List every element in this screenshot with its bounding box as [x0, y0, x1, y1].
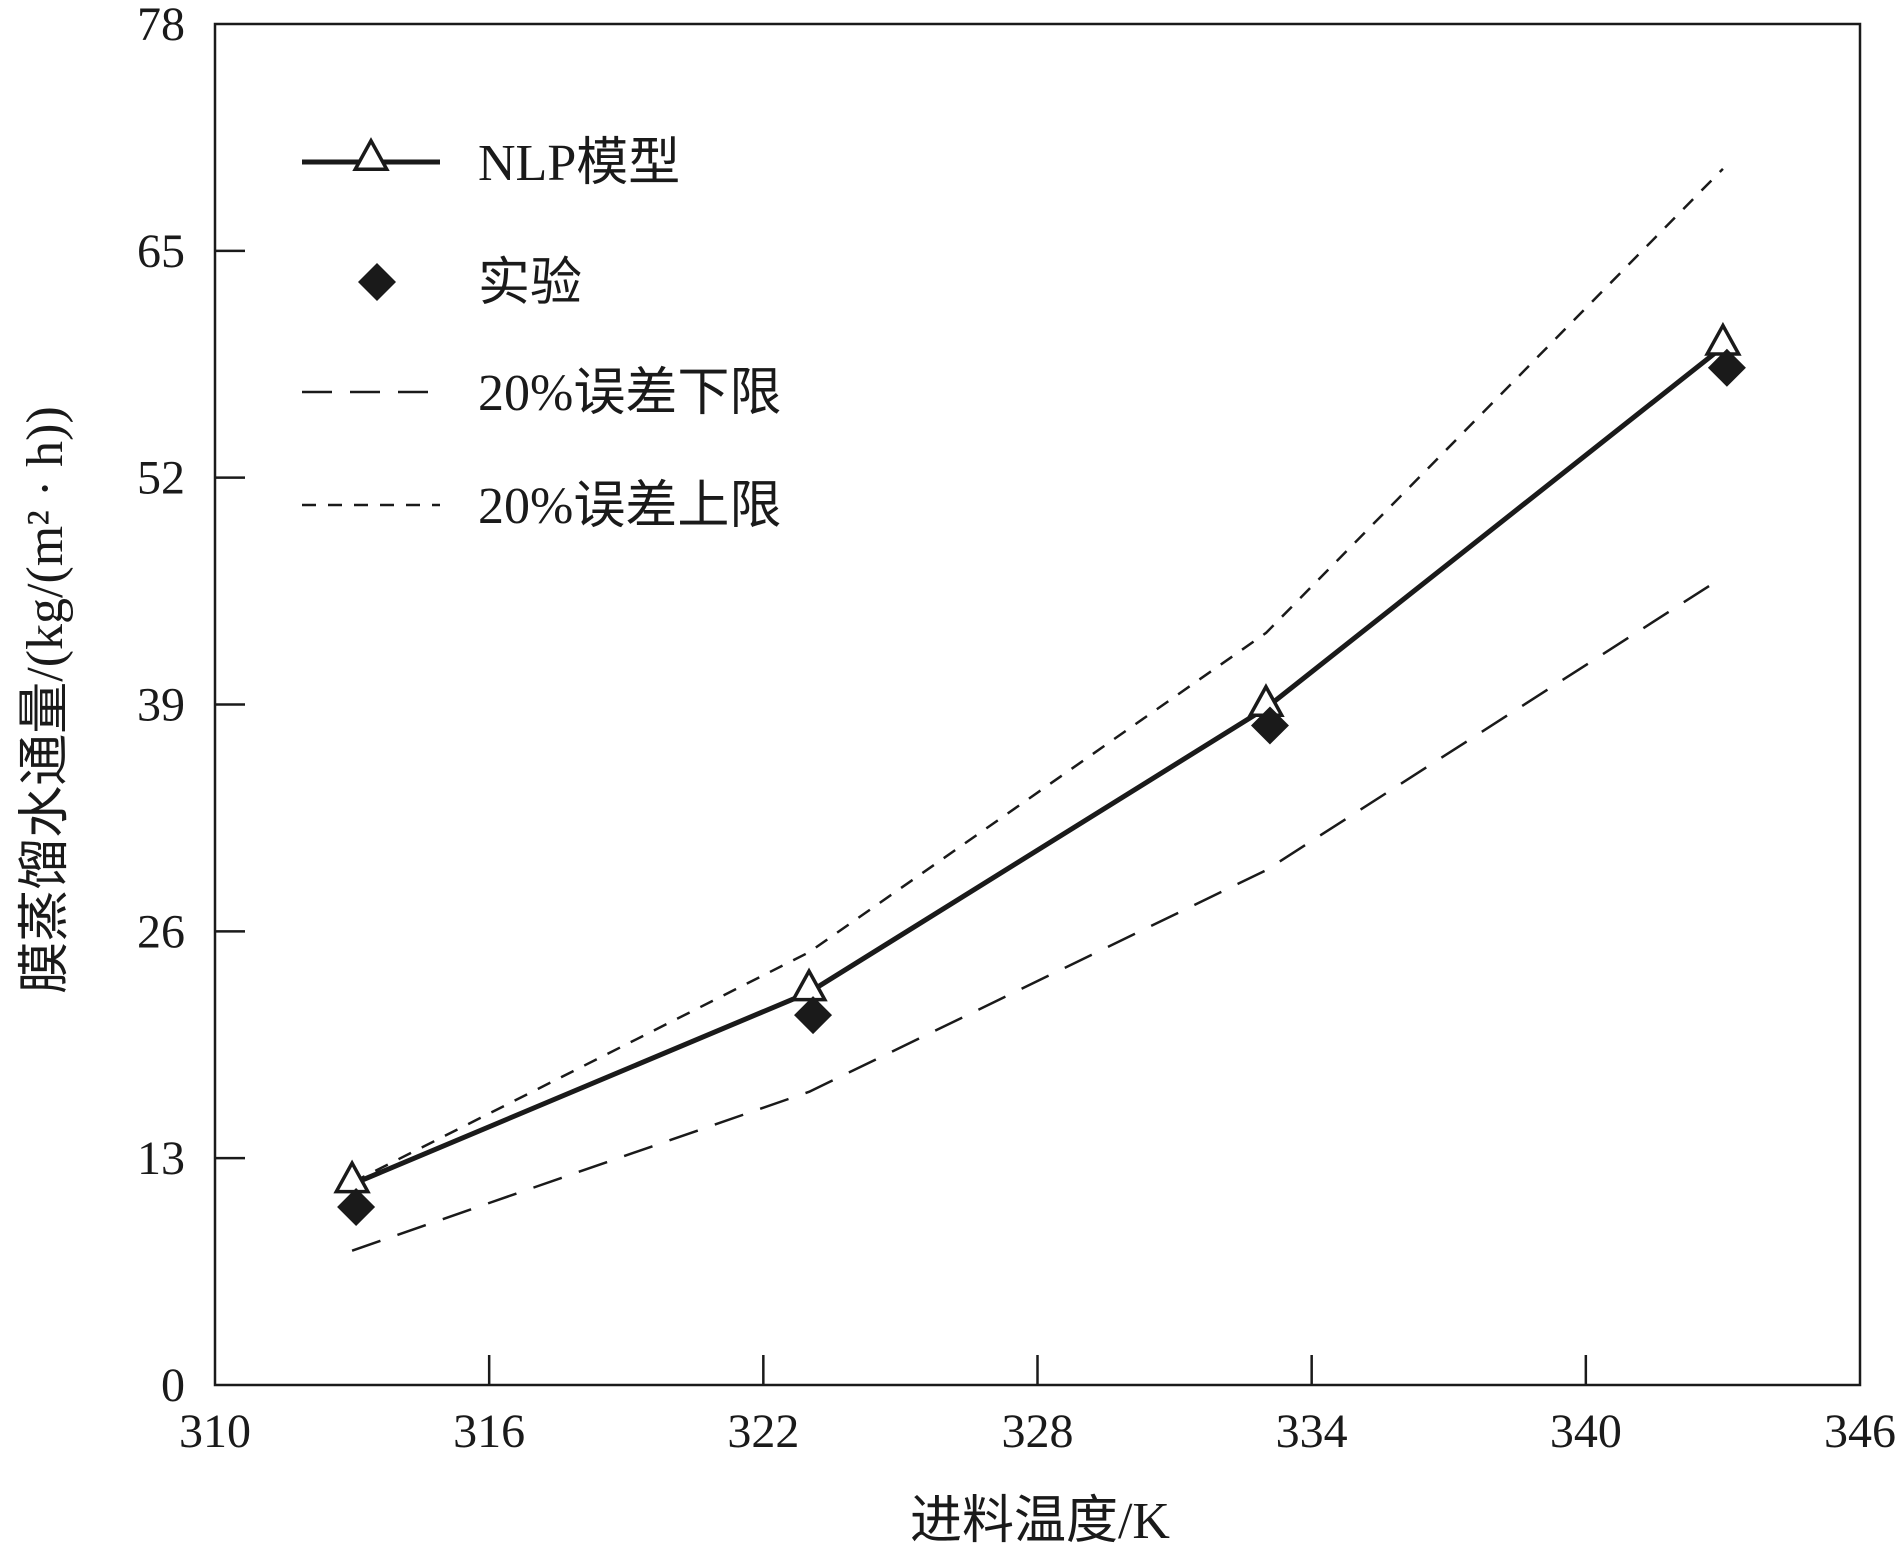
series-line-0 — [351, 344, 1725, 1187]
triangle-marker — [1704, 321, 1742, 356]
series-1 — [337, 348, 1746, 1227]
x-tick-label: 328 — [1002, 1405, 1074, 1458]
legend-diamond-marker — [358, 263, 396, 301]
legend-item-0: NLP模型 — [302, 135, 680, 192]
legend-label: NLP模型 — [478, 135, 680, 192]
legend-item-3: 20%误差上限 — [302, 478, 781, 535]
x-tick-label: 316 — [453, 1405, 525, 1458]
series-3 — [351, 167, 1724, 1184]
y-tick-label: 78 — [137, 0, 185, 51]
x-tick-label: 334 — [1276, 1405, 1348, 1458]
x-tick-label: 310 — [179, 1405, 251, 1458]
diamond-marker — [1707, 348, 1746, 387]
x-tick-label: 346 — [1824, 1405, 1896, 1458]
series-2 — [351, 576, 1724, 1252]
legend-triangle-marker — [352, 137, 390, 171]
legend-item-2: 20%误差下限 — [302, 365, 781, 422]
series-line-3 — [351, 167, 1724, 1184]
axes: 310 316 322 328 334 340 346 0 13 26 39 52 65 78 — [137, 0, 1896, 1458]
diamond-marker — [337, 1188, 376, 1227]
y-tick-label: 39 — [137, 679, 185, 732]
legend-label: 20%误差下限 — [478, 365, 781, 422]
series-layer — [333, 167, 1746, 1252]
diamond-marker — [794, 996, 833, 1035]
y-tick-label: 0 — [161, 1359, 185, 1412]
x-tick-label: 322 — [727, 1405, 799, 1458]
y-tick-label: 13 — [137, 1132, 185, 1185]
triangle-marker — [790, 967, 828, 1002]
y-tick-label: 26 — [137, 905, 185, 958]
x-axis-title: 进料温度/K — [910, 1493, 1170, 1550]
series-0 — [333, 321, 1742, 1194]
legend-label: 20%误差上限 — [478, 478, 781, 535]
triangle-marker — [333, 1159, 371, 1194]
legend-item-1: 实验 — [358, 255, 582, 312]
y-tick-label: 65 — [137, 225, 185, 278]
legend-label: 实验 — [478, 255, 582, 312]
plot-frame — [213, 22, 1862, 1387]
diamond-marker — [1250, 706, 1289, 745]
y-tick-label: 52 — [137, 452, 185, 505]
y-axis-title: 膜蒸馏水通量/(kg/(m² · h)) — [17, 406, 74, 994]
series-line-2 — [351, 576, 1724, 1252]
x-tick-label: 340 — [1550, 1405, 1622, 1458]
